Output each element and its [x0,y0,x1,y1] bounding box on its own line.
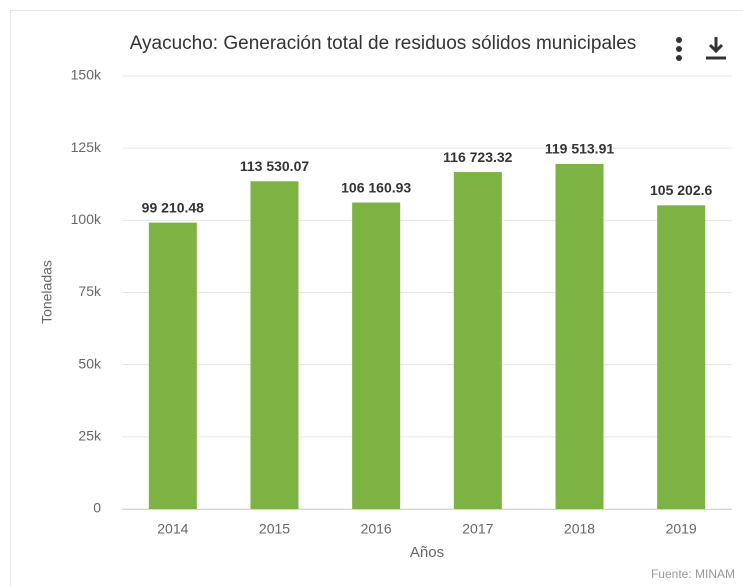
bar [352,202,401,510]
source: Fuente: MINAM [651,567,735,581]
y-tick-label: 50k [78,355,102,371]
y-tick-label: 125k [71,139,102,155]
bar [453,172,502,509]
x-tick-label: 2017 [462,521,493,537]
download-button[interactable] [706,37,726,60]
data-label: 119 513.91 [545,141,615,157]
bar [555,164,604,509]
x-tick-label: 2016 [361,521,392,537]
data-label: 116 723.32 [443,149,513,165]
y-tick-label: 100k [71,211,102,227]
x-tick-label: 2018 [564,521,595,537]
data-label: 113 530.07 [240,158,310,174]
data-label: 105 202.6 [650,182,712,198]
x-tick-label: 2019 [666,521,697,537]
bar [250,181,299,509]
y-axis-label: Toneladas [39,260,55,324]
x-axis-label: Años [410,544,444,561]
y-tick-label: 25k [78,428,102,444]
chart-title: Ayacucho: Generación total de residuos s… [130,33,637,54]
y-tick-label: 0 [93,500,101,516]
x-tick-label: 2014 [157,521,188,537]
data-label: 99 210.48 [142,199,204,215]
bar [148,222,197,509]
y-tick-label: 75k [78,283,102,299]
data-label: 106 160.93 [341,179,411,195]
bar [657,205,706,509]
y-tick-label: 150k [71,67,102,83]
x-tick-label: 2015 [259,521,290,537]
chart-border [10,10,743,586]
menu-button[interactable] [676,37,682,61]
